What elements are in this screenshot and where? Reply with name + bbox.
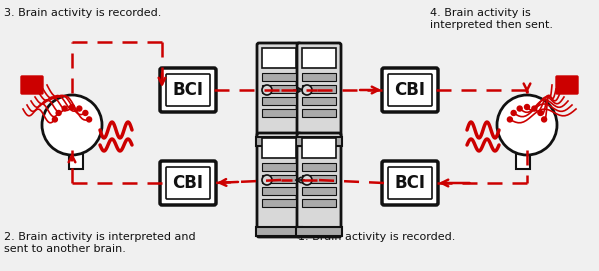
- Bar: [262, 48, 296, 68]
- Bar: [302, 187, 336, 195]
- Bar: [262, 85, 296, 93]
- Bar: [302, 138, 336, 158]
- Text: CBI: CBI: [395, 81, 425, 99]
- FancyBboxPatch shape: [166, 74, 210, 106]
- FancyBboxPatch shape: [166, 167, 210, 199]
- Text: 4. Brain activity is: 4. Brain activity is: [430, 8, 531, 18]
- Bar: [262, 175, 296, 183]
- FancyBboxPatch shape: [556, 76, 578, 94]
- Bar: [302, 199, 336, 207]
- FancyBboxPatch shape: [21, 76, 43, 94]
- Bar: [262, 138, 296, 158]
- Circle shape: [517, 106, 522, 111]
- Circle shape: [62, 106, 67, 111]
- FancyBboxPatch shape: [388, 167, 432, 199]
- Bar: [262, 109, 296, 117]
- Bar: [262, 73, 296, 81]
- Text: 1. Brain activity is recorded.: 1. Brain activity is recorded.: [298, 232, 455, 242]
- Circle shape: [52, 117, 58, 122]
- Text: 2. Brain activity is interpreted and: 2. Brain activity is interpreted and: [4, 232, 196, 242]
- Bar: [302, 163, 336, 171]
- Circle shape: [83, 111, 88, 115]
- Circle shape: [87, 117, 92, 122]
- Bar: [262, 187, 296, 195]
- FancyBboxPatch shape: [257, 43, 301, 147]
- Text: BCI: BCI: [395, 174, 425, 192]
- Circle shape: [262, 85, 272, 95]
- FancyBboxPatch shape: [388, 74, 432, 106]
- FancyBboxPatch shape: [297, 43, 341, 147]
- Text: 3. Brain activity is recorded.: 3. Brain activity is recorded.: [4, 8, 161, 18]
- Circle shape: [77, 106, 82, 111]
- Circle shape: [525, 105, 530, 109]
- Circle shape: [302, 85, 312, 95]
- FancyBboxPatch shape: [382, 68, 438, 112]
- Circle shape: [69, 105, 74, 109]
- Bar: [262, 97, 296, 105]
- Bar: [256, 227, 302, 236]
- Text: interpreted then sent.: interpreted then sent.: [430, 20, 553, 30]
- Bar: [302, 48, 336, 68]
- Bar: [302, 73, 336, 81]
- Circle shape: [302, 175, 312, 185]
- Circle shape: [42, 95, 102, 155]
- Circle shape: [511, 111, 516, 115]
- Circle shape: [497, 95, 557, 155]
- Bar: [296, 137, 342, 146]
- Bar: [516, 153, 530, 169]
- Circle shape: [538, 111, 543, 115]
- Circle shape: [532, 106, 537, 111]
- Bar: [302, 109, 336, 117]
- Bar: [302, 97, 336, 105]
- Text: sent to another brain.: sent to another brain.: [4, 244, 126, 254]
- Bar: [69, 153, 83, 169]
- Bar: [262, 199, 296, 207]
- Text: CBI: CBI: [173, 174, 204, 192]
- Bar: [262, 163, 296, 171]
- Bar: [296, 227, 342, 236]
- Circle shape: [541, 117, 547, 122]
- Circle shape: [507, 117, 512, 122]
- Circle shape: [262, 175, 272, 185]
- Bar: [256, 137, 302, 146]
- Bar: [302, 175, 336, 183]
- FancyBboxPatch shape: [160, 161, 216, 205]
- FancyBboxPatch shape: [160, 68, 216, 112]
- FancyBboxPatch shape: [297, 133, 341, 237]
- FancyBboxPatch shape: [257, 133, 301, 237]
- Circle shape: [56, 111, 61, 115]
- Text: BCI: BCI: [173, 81, 204, 99]
- FancyBboxPatch shape: [382, 161, 438, 205]
- Bar: [302, 85, 336, 93]
